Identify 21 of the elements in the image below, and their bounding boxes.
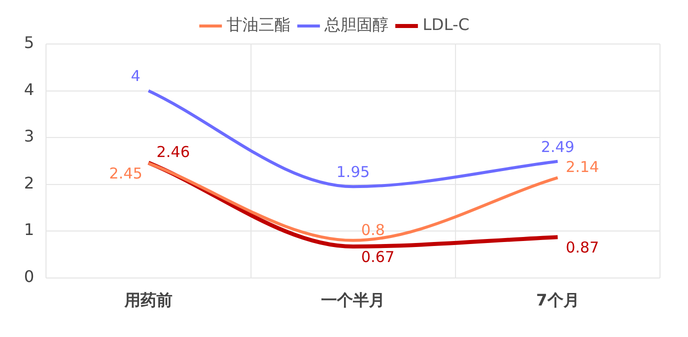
data-label: 4 <box>130 67 140 86</box>
y-tick-label: 0 <box>24 266 34 286</box>
y-tick-label: 5 <box>24 33 34 52</box>
x-tick-label: 一个半月 <box>321 290 386 310</box>
data-label: 0.8 <box>361 220 385 239</box>
x-tick-label: 用药前 <box>123 290 172 310</box>
y-tick-label: 3 <box>24 126 34 146</box>
data-label: 0.67 <box>361 248 394 266</box>
legend-label: 甘油三酯 <box>226 15 291 34</box>
data-label: 0.87 <box>566 238 600 257</box>
data-label: 2.49 <box>540 138 574 156</box>
data-label: 1.95 <box>336 163 370 182</box>
y-tick-label: 4 <box>24 80 34 99</box>
legend-label: LDL-C <box>422 15 470 34</box>
y-tick-label: 2 <box>24 173 34 192</box>
data-label: 2.14 <box>566 158 600 176</box>
data-label: 2.46 <box>156 143 190 162</box>
y-tick-label: 1 <box>24 220 34 240</box>
legend-label: 总胆固醇 <box>324 15 389 34</box>
data-label: 2.45 <box>109 164 142 183</box>
x-tick-label: 7个月 <box>536 290 580 310</box>
